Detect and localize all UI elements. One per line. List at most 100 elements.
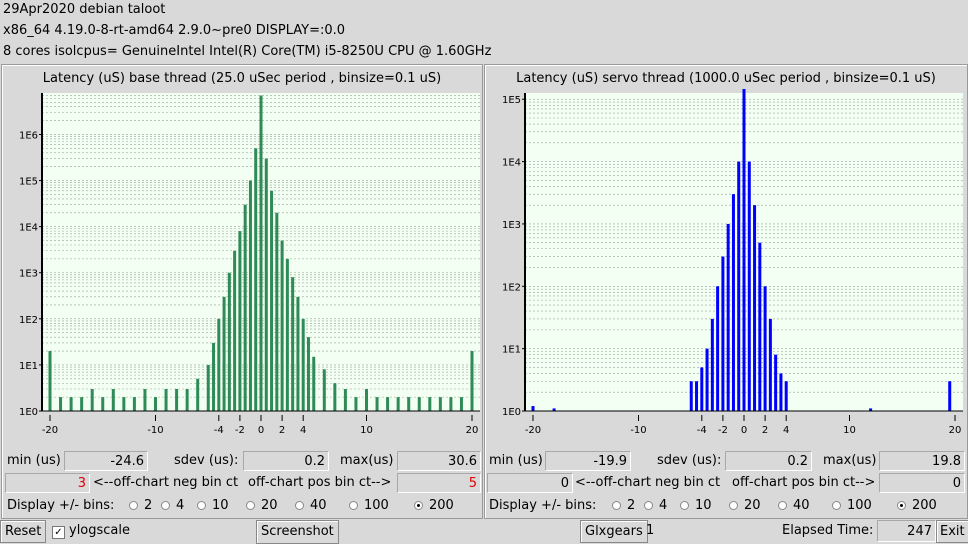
servo-bins-radio-dot[interactable] — [680, 501, 689, 510]
servo-bar — [948, 381, 952, 411]
base-bins-radio-2[interactable]: 2 — [129, 498, 152, 513]
servo-bins-radio-20[interactable]: 20 — [729, 498, 761, 513]
servo-pos-label: off-chart pos bin ct--> — [732, 475, 876, 490]
base-bins-radio-dot[interactable] — [129, 501, 138, 510]
servo-neg-label: <--off-chart neg bin ct — [575, 475, 721, 490]
base-bar — [301, 318, 305, 411]
base-y-tick-label: 1E4 — [19, 223, 38, 234]
base-bar — [90, 389, 94, 411]
servo-bins-radio-dot[interactable] — [832, 501, 841, 510]
base-bins-radio-dot[interactable] — [161, 501, 170, 510]
servo-bar — [774, 354, 778, 411]
base-bar — [470, 351, 474, 411]
base-y-tick-label: 1E0 — [19, 407, 38, 418]
servo-bins-radio-200[interactable]: 200 — [897, 498, 937, 513]
servo-bins-radio-10[interactable]: 10 — [680, 498, 712, 513]
servo-y-tick-label: 1E2 — [502, 282, 521, 293]
screenshot-button[interactable]: Screenshot — [256, 520, 339, 544]
base-bar — [80, 397, 84, 411]
header-line-2: x86_64 4.19.0-8-rt-amd64 2.9.0~pre0 DISP… — [3, 23, 346, 38]
base-bar — [185, 389, 189, 411]
servo-x-tick-label: -2 — [718, 425, 728, 436]
base-bar — [407, 397, 411, 411]
servo-bins-radio-dot[interactable] — [897, 501, 906, 510]
servo-bar — [531, 406, 535, 411]
servo-bins-radio-label: 4 — [659, 498, 668, 513]
servo-y-tick-label: 1E3 — [502, 220, 521, 231]
base-bins-radio-10[interactable]: 10 — [197, 498, 229, 513]
reset-button[interactable]: Reset — [0, 520, 47, 543]
servo-x-tick-label: -10 — [630, 425, 646, 436]
base-bins-radio-dot[interactable] — [295, 501, 304, 510]
base-bins-radio-100[interactable]: 100 — [349, 498, 389, 513]
servo-y-tick-label: 1E0 — [502, 407, 521, 418]
servo-sdev-label: sdev (us): — [657, 453, 722, 468]
servo-bar — [747, 161, 751, 411]
ylogscale-label: ylogscale — [69, 523, 131, 538]
base-bar — [312, 356, 316, 411]
servo-bins-radio-dot[interactable] — [778, 501, 787, 510]
base-min-value: -24.6 — [64, 451, 148, 471]
base-bins-radio-label: 10 — [212, 498, 229, 513]
servo-bar — [721, 256, 725, 411]
base-bins-radio-dot[interactable] — [197, 501, 206, 510]
servo-bar — [758, 242, 762, 411]
base-bins-radio-4[interactable]: 4 — [161, 498, 184, 513]
servo-min-label: min (us) — [489, 453, 543, 468]
base-bins-radio-20[interactable]: 20 — [246, 498, 278, 513]
servo-x-tick-label: 4 — [783, 425, 789, 436]
servo-bins-radio-dot[interactable] — [612, 501, 621, 510]
servo-y-tick-label: 1E5 — [502, 95, 521, 106]
base-bins-radio-dot[interactable] — [414, 501, 423, 510]
base-x-tick-label: -4 — [214, 425, 224, 436]
base-x-tick-label: 20 — [466, 425, 479, 436]
servo-bar — [731, 194, 735, 411]
base-bar — [285, 258, 289, 411]
base-bar — [449, 397, 453, 411]
base-bar — [417, 397, 421, 411]
servo-bar — [689, 381, 693, 411]
base-x-tick-label: -20 — [42, 425, 58, 436]
base-bar — [101, 397, 105, 411]
servo-pos-count: 0 — [879, 473, 965, 493]
base-sdev-label: sdev (us): — [174, 453, 239, 468]
base-bar — [270, 190, 274, 411]
base-bar — [111, 389, 115, 411]
servo-bar — [737, 161, 741, 411]
servo-bins-radio-4[interactable]: 4 — [644, 498, 667, 513]
ylogscale-checkbox[interactable]: ✓ — [52, 526, 65, 539]
base-y-tick-label: 1E5 — [19, 177, 38, 188]
servo-bar — [552, 408, 556, 411]
servo-bins-radio-dot[interactable] — [729, 501, 738, 510]
base-bins-radio-dot[interactable] — [246, 501, 255, 510]
base-bar — [275, 212, 279, 411]
glxgears-button[interactable]: Glxgears — [580, 520, 648, 543]
header-line-3: 8 cores isolcpus= GenuineIntel Intel(R) … — [3, 44, 492, 59]
base-bins-radio-label: 100 — [364, 498, 389, 513]
base-bar — [132, 397, 136, 411]
base-bar — [217, 318, 221, 411]
base-bins-radio-40[interactable]: 40 — [295, 498, 327, 513]
base-bar — [212, 342, 216, 411]
base-bar — [459, 397, 463, 411]
base-bins-label: Display +/- bins: — [7, 498, 115, 513]
servo-bins-radio-40[interactable]: 40 — [778, 498, 810, 513]
servo-bar — [726, 223, 730, 411]
servo-bar — [742, 89, 746, 411]
servo-bins-radio-100[interactable]: 100 — [832, 498, 872, 513]
exit-button[interactable]: Exit — [936, 520, 968, 543]
base-bins-radio-200[interactable]: 200 — [414, 498, 454, 513]
base-bar — [175, 389, 179, 411]
base-bar — [248, 180, 252, 411]
servo-bins-radio-dot[interactable] — [644, 501, 653, 510]
base-bar — [375, 397, 379, 411]
base-y-tick-label: 1E6 — [19, 130, 38, 141]
servo-bins-radio-2[interactable]: 2 — [612, 498, 635, 513]
base-bins-radio-label: 20 — [261, 498, 278, 513]
base-bar — [428, 397, 432, 411]
servo-x-tick-label: -20 — [525, 425, 541, 436]
base-bar — [238, 231, 242, 411]
base-bar — [333, 383, 337, 411]
servo-x-tick-label: -4 — [697, 425, 707, 436]
base-bins-radio-dot[interactable] — [349, 501, 358, 510]
